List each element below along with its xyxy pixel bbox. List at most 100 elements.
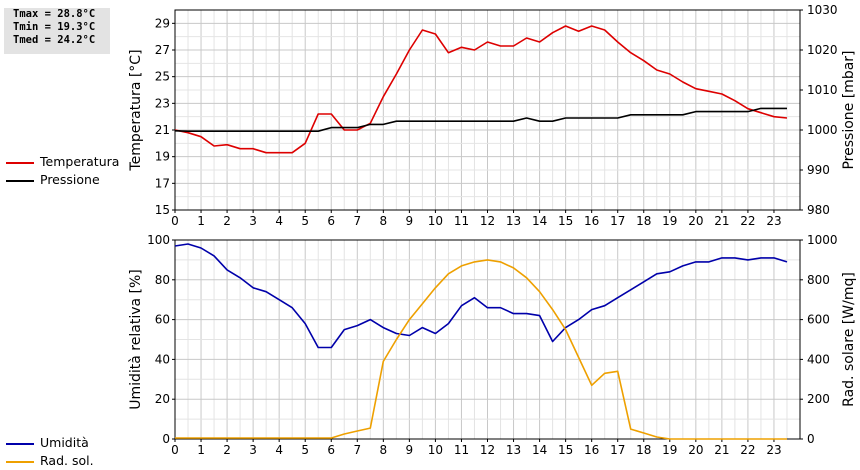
- y-tick-label: 25: [155, 70, 170, 84]
- y-tick-label: 60: [155, 313, 170, 327]
- x-tick-label: 5: [301, 443, 309, 457]
- x-tick-label: 18: [636, 443, 651, 457]
- y2-tick-label: 200: [807, 392, 830, 406]
- legend-label-umidita: Umidità: [40, 435, 89, 450]
- y2-axis-title: Rad. solare [W/mq]: [841, 272, 857, 407]
- y-tick-label: 19: [155, 150, 170, 164]
- stats-box: Tmax = 28.8°C Tmin = 19.3°C Tmed = 24.2°…: [4, 8, 110, 54]
- x-tick-label: 17: [610, 443, 625, 457]
- x-tick-label: 15: [558, 214, 573, 228]
- x-tick-label: 12: [480, 214, 495, 228]
- x-tick-label: 4: [275, 214, 283, 228]
- x-tick-label: 22: [740, 443, 755, 457]
- y2-tick-label: 990: [807, 163, 830, 177]
- legend-item-pressione: Pressione: [6, 171, 119, 189]
- x-tick-label: 6: [327, 443, 335, 457]
- y2-axis-title: Pressione [mbar]: [841, 50, 857, 169]
- y2-tick-label: 400: [807, 352, 830, 366]
- x-tick-label: 19: [662, 214, 677, 228]
- x-tick-label: 13: [506, 214, 521, 228]
- x-tick-label: 12: [480, 443, 495, 457]
- x-tick-label: 19: [662, 443, 677, 457]
- x-tick-label: 9: [406, 214, 414, 228]
- x-tick-label: 6: [327, 214, 335, 228]
- x-tick-label: 22: [740, 214, 755, 228]
- y-tick-label: 15: [155, 203, 170, 217]
- x-tick-label: 14: [532, 214, 547, 228]
- x-tick-label: 15: [558, 443, 573, 457]
- x-tick-label: 0: [171, 214, 179, 228]
- y-tick-label: 40: [155, 352, 170, 366]
- x-tick-label: 1: [197, 443, 205, 457]
- x-tick-label: 3: [249, 443, 257, 457]
- y2-tick-label: 1000: [807, 123, 838, 137]
- y-tick-label: 23: [155, 96, 170, 110]
- y-axis-title: Umidità relativa [%]: [128, 269, 144, 410]
- y-tick-label: 100: [147, 233, 170, 247]
- x-tick-label: 2: [223, 443, 231, 457]
- x-tick-label: 11: [454, 443, 469, 457]
- x-tick-label: 0: [171, 443, 179, 457]
- y2-tick-label: 1010: [807, 83, 838, 97]
- y2-tick-label: 1020: [807, 43, 838, 57]
- y-tick-label: 17: [155, 176, 170, 190]
- x-tick-label: 21: [714, 214, 729, 228]
- y2-tick-label: 600: [807, 313, 830, 327]
- x-tick-label: 2: [223, 214, 231, 228]
- series-line-temperatura: [174, 25, 788, 154]
- stat-tmed: Tmed = 24.2°C: [13, 34, 96, 46]
- x-tick-label: 8: [380, 214, 388, 228]
- legend-item-temperatura: Temperatura: [6, 153, 119, 171]
- y-tick-label: 0: [162, 432, 170, 446]
- charts-canvas: 0 1 2 3 4 5 6 7 8 9 10 11 12 13 14 15 16 17 18 19 20 21 22 2315…: [128, 3, 857, 457]
- y-axis-title: Temperatura [°C]: [128, 49, 144, 171]
- y2-tick-label: 0: [807, 432, 815, 446]
- y-tick-label: 27: [155, 43, 170, 57]
- y-tick-label: 20: [155, 392, 170, 406]
- x-tick-label: 7: [353, 443, 361, 457]
- x-tick-label: 18: [636, 214, 651, 228]
- legend-swatch-pressione: [6, 180, 34, 182]
- series-line-pressione: [174, 107, 787, 132]
- y-tick-label: 80: [155, 273, 170, 287]
- x-tick-label: 17: [610, 214, 625, 228]
- series-line-rad-sol: [175, 259, 787, 440]
- x-tick-label: 23: [766, 443, 781, 457]
- x-tick-label: 3: [249, 214, 257, 228]
- chart-2: 0 1 2 3 4 5 6 7 8 9 10 11 12 13 14 15 16 17 18 19 20 21 22 2302…: [128, 233, 857, 457]
- x-tick-label: 11: [454, 214, 469, 228]
- series-line-umidita: [174, 243, 788, 349]
- x-tick-label: 14: [532, 443, 547, 457]
- x-tick-label: 16: [584, 443, 599, 457]
- legend-swatch-umidita: [6, 443, 34, 445]
- y2-tick-label: 1030: [807, 3, 838, 17]
- x-tick-label: 13: [506, 443, 521, 457]
- y-tick-label: 29: [155, 16, 170, 30]
- x-tick-label: 7: [353, 214, 361, 228]
- x-tick-label: 20: [688, 214, 703, 228]
- x-tick-label: 4: [275, 443, 283, 457]
- x-tick-label: 10: [428, 214, 443, 228]
- legend-label-pressione: Pressione: [40, 172, 100, 187]
- x-tick-label: 23: [766, 214, 781, 228]
- x-tick-label: 1: [197, 214, 205, 228]
- y2-tick-label: 800: [807, 273, 830, 287]
- y2-tick-label: 980: [807, 203, 830, 217]
- chart-1: 0 1 2 3 4 5 6 7 8 9 10 11 12 13 14 15 16 17 18 19 20 21 22 2315…: [128, 3, 857, 228]
- x-tick-label: 21: [714, 443, 729, 457]
- legend-swatch-temperatura: [6, 162, 34, 164]
- x-tick-label: 10: [428, 443, 443, 457]
- y-tick-label: 21: [155, 123, 170, 137]
- x-tick-label: 20: [688, 443, 703, 457]
- legend-swatch-rad-sol: [6, 461, 34, 463]
- legend-top: Temperatura Pressione: [6, 153, 119, 189]
- legend-label-temperatura: Temperatura: [40, 154, 120, 169]
- x-tick-label: 5: [301, 214, 309, 228]
- legend-item-umidita: Umidità: [6, 434, 94, 452]
- stat-tmax: Tmax = 28.8°C: [13, 8, 96, 20]
- x-tick-label: 16: [584, 214, 599, 228]
- x-tick-label: 8: [380, 443, 388, 457]
- stat-tmin: Tmin = 19.3°C: [13, 21, 96, 33]
- x-tick-label: 9: [406, 443, 414, 457]
- y2-tick-label: 1000: [807, 233, 838, 247]
